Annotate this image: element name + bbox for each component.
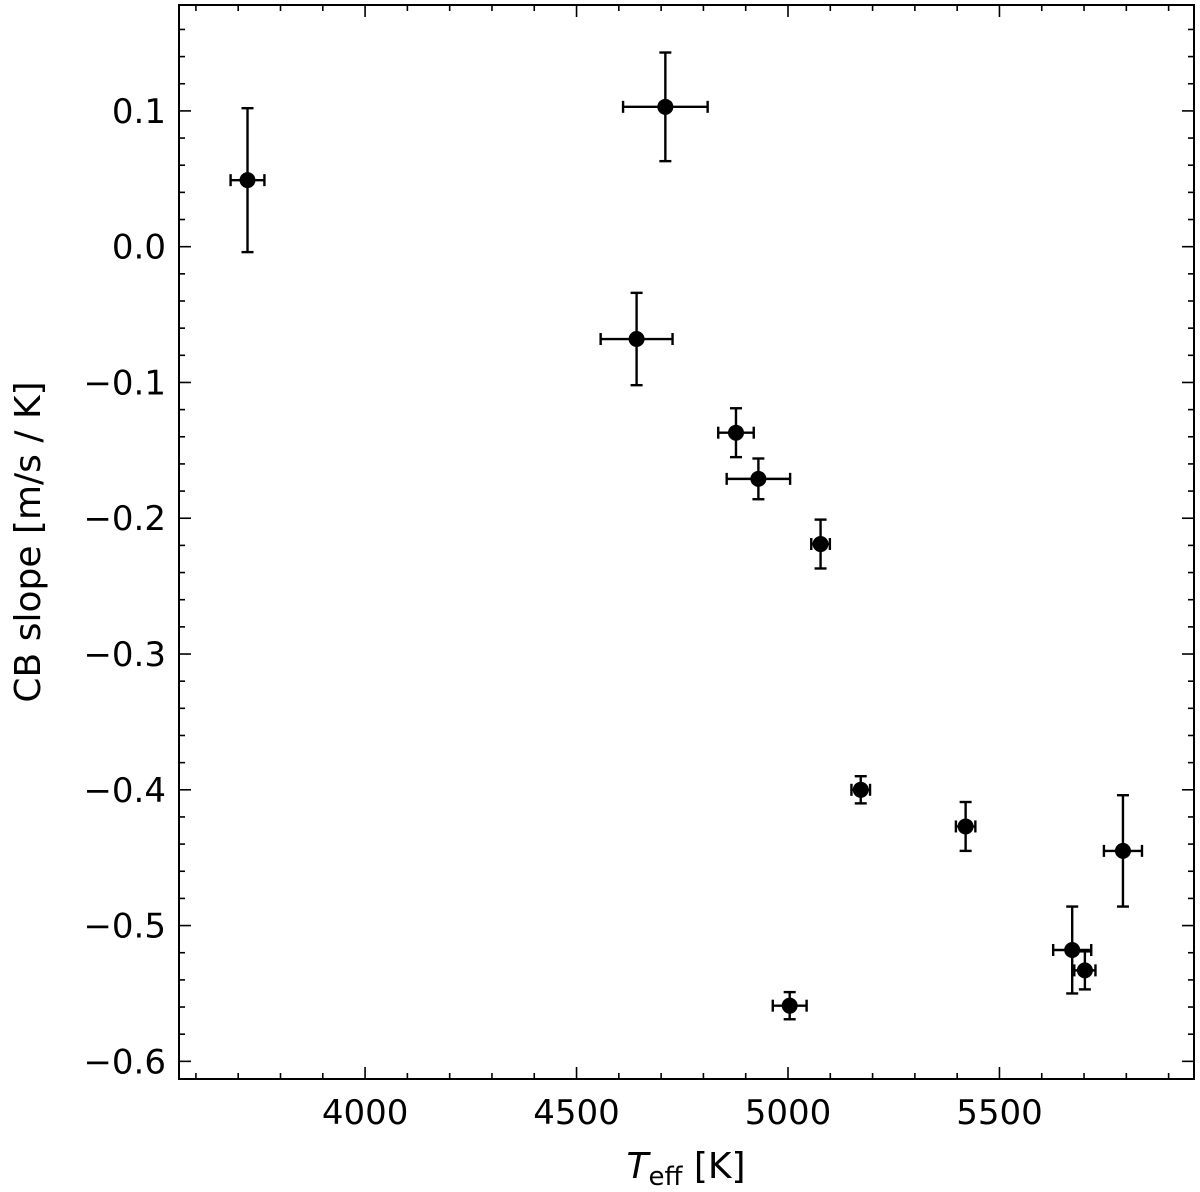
y-tick-label: −0.5 [83,907,166,947]
data-point [1114,842,1131,859]
x-axis-label: Teff [K] [626,1146,745,1192]
plot-frame [178,4,1195,1080]
x-tick-label: 5500 [956,1093,1043,1133]
data-point [1076,962,1093,979]
data-point [852,781,869,798]
data-point [957,818,974,835]
data-markers [239,98,1131,1014]
data-point [628,331,645,348]
data-point [750,470,767,487]
y-tick-label: −0.2 [83,499,166,539]
data-point [239,172,256,189]
data-point [812,536,829,553]
x-tick-label: 5000 [745,1093,832,1133]
x-tick-labels: 4000 4500 5000 5500 [322,1093,1043,1133]
y-tick-label: 0.1 [112,92,166,132]
data-point [727,424,744,441]
x-tick-label: 4500 [533,1093,620,1133]
y-tick-label: −0.3 [83,635,166,675]
y-tick-label: −0.6 [83,1042,166,1082]
y-tick-label: −0.4 [83,771,166,811]
data-point [781,997,798,1014]
data-point [657,98,674,115]
x-axis-label-unit: [K] [682,1146,745,1187]
x-axis-label-subscript: eff [648,1162,683,1192]
y-tick-label: 0.0 [112,228,166,268]
y-axis-label: CB slope [m/s / K] [8,381,49,702]
data-point [1064,942,1081,959]
y-tick-labels: 0.1 0.0 −0.1 −0.2 −0.3 −0.4 −0.5 −0.6 [83,92,166,1082]
x-axis-label-symbol: T [626,1146,651,1187]
y-tick-label: −0.1 [83,363,166,403]
x-tick-label: 4000 [322,1093,409,1133]
